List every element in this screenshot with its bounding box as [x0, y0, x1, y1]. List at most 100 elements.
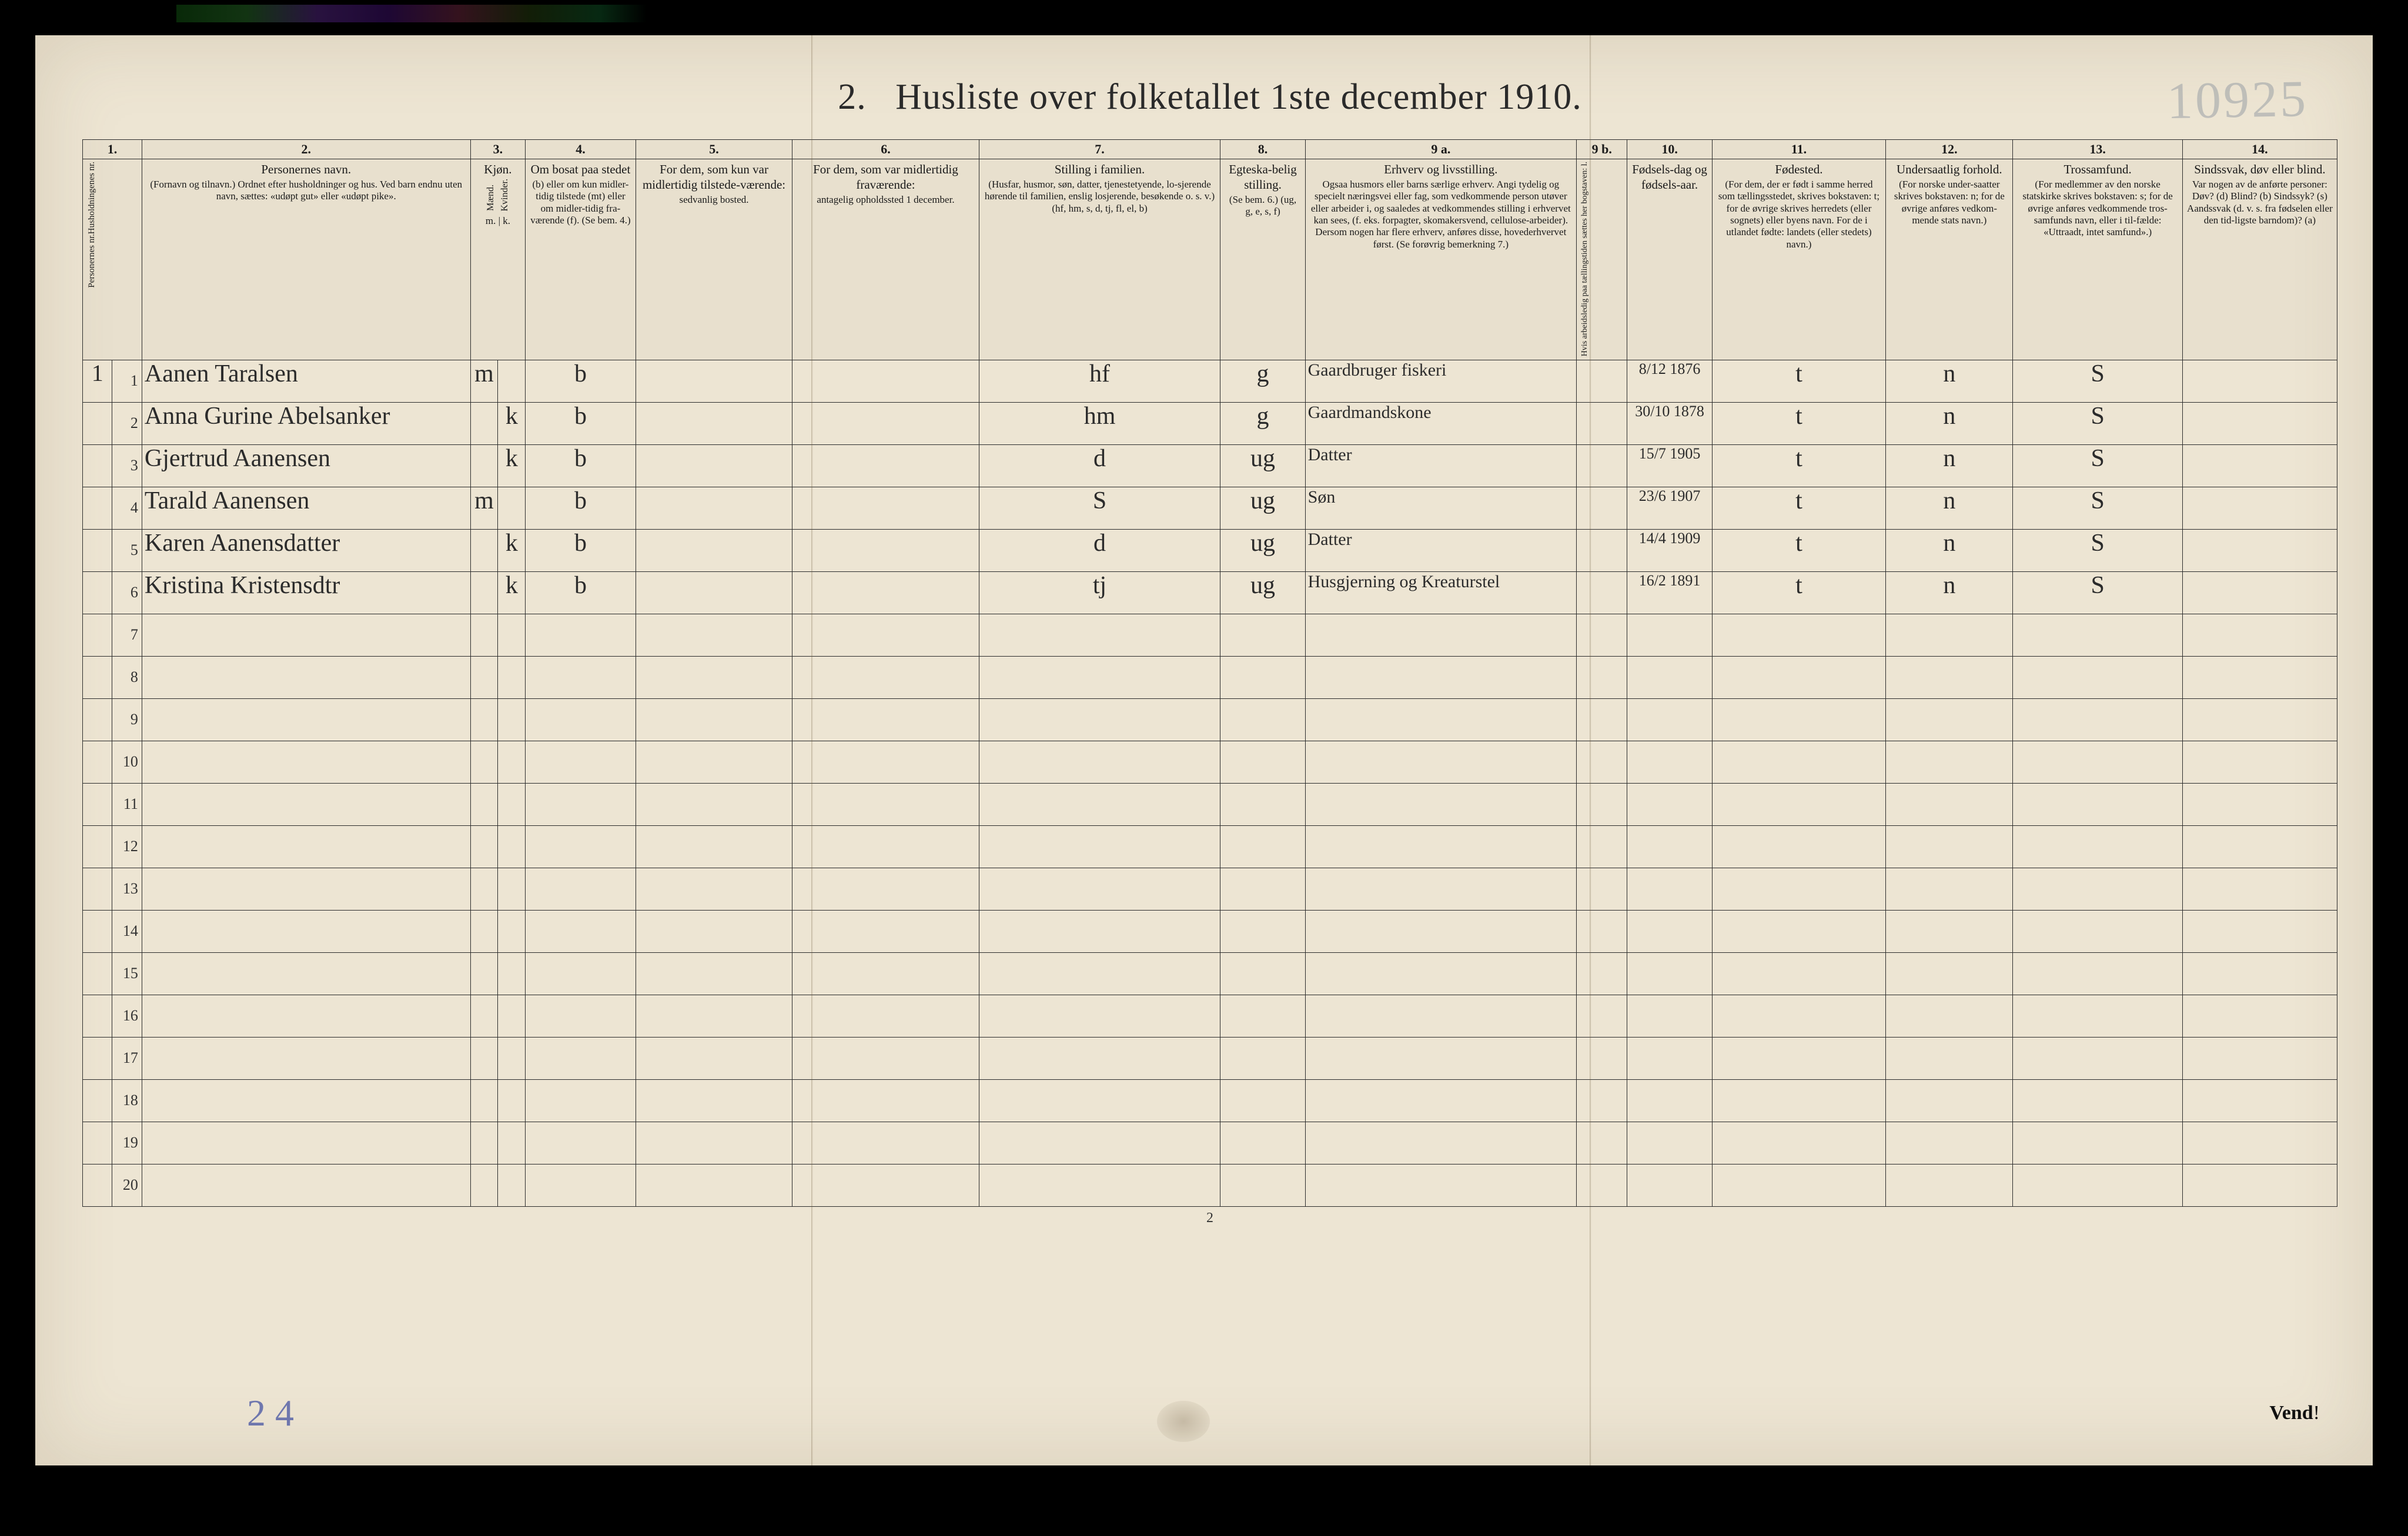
cell-unemployed [1576, 698, 1627, 741]
cell-sex-m [470, 910, 498, 952]
cell-religion: S [2013, 444, 2182, 487]
cell-birthplace: t [1712, 571, 1886, 614]
cell-birth [1627, 1122, 1712, 1164]
cell-household-no [83, 910, 112, 952]
cell-name [142, 1079, 470, 1122]
cell-household-no [83, 741, 112, 783]
census-table: 1. Husholdningenes nr. Personernes nr. 2… [82, 139, 2337, 1207]
cell-marital [1220, 825, 1305, 868]
col-title: Egteska-belig stilling. [1224, 162, 1301, 193]
cell-citizenship [1886, 783, 2013, 825]
cell-occupation [1305, 910, 1576, 952]
table-row: 15 [83, 952, 2337, 995]
cell-name: Aanen Taralsen [142, 360, 470, 402]
cell-marital: ug [1220, 571, 1305, 614]
cell-occupation [1305, 656, 1576, 698]
col-9b-header: 9 b. Hvis arbeidsledig paa tællingstiden… [1576, 140, 1627, 360]
col-7-header: 7. Stilling i familien. (Husfar, husmor,… [979, 140, 1220, 360]
cell-residence: b [526, 487, 636, 529]
cell-religion: S [2013, 487, 2182, 529]
cell-person-no: 14 [112, 910, 142, 952]
cell-religion [2013, 910, 2182, 952]
cell-temp-present [636, 868, 792, 910]
cell-household-no [83, 995, 112, 1037]
cell-temp-absent [792, 1122, 979, 1164]
cell-family-position: d [979, 444, 1220, 487]
cell-family-position [979, 656, 1220, 698]
cell-temp-absent [792, 783, 979, 825]
cell-citizenship: n [1886, 487, 2013, 529]
cell-person-no: 9 [112, 698, 142, 741]
cell-person-no: 8 [112, 656, 142, 698]
title-prefix: 2. [838, 77, 867, 117]
col-num: 9 a. [1306, 140, 1576, 159]
cell-temp-present [636, 1122, 792, 1164]
cell-household-no [83, 571, 112, 614]
cell-household-no [83, 656, 112, 698]
table-row: 12 [83, 825, 2337, 868]
table-row: 5Karen AanensdatterkbdugDatter14/4 1909t… [83, 529, 2337, 571]
col-title: Trossamfund. [2016, 162, 2178, 177]
col-num: 8. [1220, 140, 1305, 159]
cell-unemployed [1576, 783, 1627, 825]
cell-sex-m [470, 952, 498, 995]
cell-person-no: 17 [112, 1037, 142, 1079]
col-1-title-a: Husholdningenes nr. [86, 162, 97, 234]
cell-unemployed [1576, 487, 1627, 529]
cell-unemployed [1576, 910, 1627, 952]
cell-birthplace [1712, 868, 1886, 910]
cell-citizenship: n [1886, 402, 2013, 444]
cell-temp-present [636, 529, 792, 571]
cell-temp-present [636, 825, 792, 868]
cell-person-no: 18 [112, 1079, 142, 1122]
table-row: 9 [83, 698, 2337, 741]
cell-family-position: d [979, 529, 1220, 571]
cell-person-no: 12 [112, 825, 142, 868]
cell-religion [2013, 1037, 2182, 1079]
cell-citizenship [1886, 910, 2013, 952]
cell-temp-absent [792, 825, 979, 868]
cell-temp-present [636, 698, 792, 741]
cell-religion [2013, 698, 2182, 741]
cell-sex-m [470, 783, 498, 825]
cell-name: Anna Gurine Abelsanker [142, 402, 470, 444]
cell-birthplace: t [1712, 487, 1886, 529]
cell-citizenship [1886, 614, 2013, 656]
cell-sex-m [470, 656, 498, 698]
col-2-header: 2. Personernes navn. (Fornavn og tilnavn… [142, 140, 470, 360]
cell-temp-absent [792, 529, 979, 571]
cell-name [142, 783, 470, 825]
cell-occupation: Datter [1305, 444, 1576, 487]
cell-household-no [83, 698, 112, 741]
cell-disability [2182, 1164, 2337, 1206]
cell-sex-m [470, 741, 498, 783]
cell-unemployed [1576, 656, 1627, 698]
cell-religion [2013, 656, 2182, 698]
cell-sex-k: k [498, 444, 526, 487]
cell-temp-absent [792, 1037, 979, 1079]
cell-temp-present [636, 741, 792, 783]
cell-residence [526, 910, 636, 952]
cell-disability [2182, 1079, 2337, 1122]
cell-residence [526, 614, 636, 656]
col-title: Fødsels-dag og fødsels-aar. [1631, 162, 1708, 193]
cell-family-position [979, 995, 1220, 1037]
cell-name: Kristina Kristensdtr [142, 571, 470, 614]
cell-sex-m [470, 402, 498, 444]
col-11-header: 11. Fødested. (For dem, der er født i sa… [1712, 140, 1886, 360]
table-header: 1. Husholdningenes nr. Personernes nr. 2… [83, 140, 2337, 360]
col-sub: (For medlemmer av den norske statskirke … [2016, 179, 2178, 239]
cell-marital [1220, 868, 1305, 910]
cell-disability [2182, 487, 2337, 529]
cell-name [142, 1122, 470, 1164]
cell-residence [526, 1164, 636, 1206]
cell-birthplace: t [1712, 444, 1886, 487]
cell-person-no: 20 [112, 1164, 142, 1206]
cell-disability [2182, 825, 2337, 868]
cell-sex-k [498, 487, 526, 529]
cell-sex-k [498, 1122, 526, 1164]
col-num: 3. [471, 140, 526, 159]
cell-disability [2182, 656, 2337, 698]
col-title: Undersaatlig forhold. [1889, 162, 2009, 177]
cell-sex-k [498, 952, 526, 995]
